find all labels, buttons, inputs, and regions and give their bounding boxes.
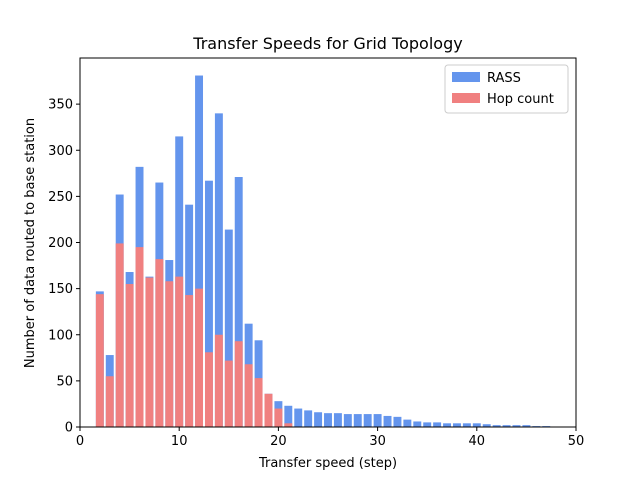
- bar-rass-36: [433, 422, 442, 427]
- bar-rass-37: [443, 423, 452, 427]
- bar-hop-count-13: [204, 352, 213, 427]
- x-tick-label-20: 20: [270, 434, 287, 449]
- bar-rass-12: [195, 75, 204, 427]
- legend-swatch-hop-count: [452, 93, 480, 103]
- bar-hop-count-14: [214, 334, 223, 427]
- x-tick-label-50: 50: [568, 434, 585, 449]
- bar-hop-count-21: [284, 423, 293, 427]
- bar-rass-43: [502, 425, 511, 427]
- bar-rass-34: [413, 421, 422, 427]
- chart-title: Transfer Speeds for Grid Topology: [192, 34, 462, 53]
- y-tick-label-100: 100: [48, 328, 73, 343]
- bar-rass-15: [224, 229, 233, 427]
- bar-hop-count-7: [145, 277, 154, 427]
- series-hop-count-bars: [95, 243, 293, 428]
- bar-hop-count-10: [175, 276, 184, 427]
- bar-rass-44: [512, 425, 521, 427]
- bar-hop-count-19: [264, 393, 273, 427]
- bar-hop-count-18: [254, 378, 263, 427]
- bar-rass-13: [204, 180, 213, 427]
- bar-hop-count-4: [115, 243, 124, 427]
- bar-hop-count-6: [135, 247, 144, 427]
- x-axis-label: Transfer speed (step): [258, 456, 397, 471]
- bar-hop-count-17: [244, 364, 253, 427]
- bar-rass-22: [294, 408, 303, 427]
- y-tick-label-150: 150: [48, 282, 73, 297]
- bar-rass-14: [214, 113, 223, 427]
- bar-hop-count-20: [274, 408, 283, 427]
- bar-rass-31: [383, 415, 392, 427]
- bar-rass-42: [492, 425, 501, 427]
- bar-rass-41: [482, 424, 491, 427]
- x-tick-label-30: 30: [369, 434, 386, 449]
- bar-hop-count-11: [185, 295, 194, 427]
- bar-rass-45: [522, 425, 531, 427]
- legend: RASS Hop count: [444, 64, 569, 114]
- bar-rass-28: [353, 414, 362, 427]
- bar-rass-27: [343, 414, 352, 427]
- bar-rass-35: [423, 422, 432, 427]
- bar-hop-count-3: [105, 376, 114, 427]
- bar-rass-33: [403, 419, 412, 427]
- y-tick-label-50: 50: [56, 374, 73, 389]
- bar-rass-30: [373, 414, 382, 427]
- bar-hop-count-16: [234, 341, 243, 427]
- bar-rass-24: [314, 412, 323, 427]
- legend-label-rass: RASS: [487, 71, 521, 86]
- y-tick-label-350: 350: [48, 98, 73, 113]
- bar-rass-25: [324, 413, 332, 427]
- y-tick-label-250: 250: [48, 190, 73, 205]
- y-tick-label-300: 300: [48, 144, 73, 159]
- y-tick-label-200: 200: [48, 236, 73, 251]
- bar-rass-32: [393, 416, 402, 427]
- bar-rass-23: [304, 410, 313, 427]
- x-axis-ticks: 0 10 20 30 40 50: [76, 427, 584, 449]
- bar-hop-count-8: [155, 259, 164, 427]
- bar-hop-count-5: [125, 284, 134, 427]
- legend-label-hop-count: Hop count: [487, 92, 554, 107]
- y-axis-ticks: 0 50 100 150 200 250 300 350: [48, 98, 80, 436]
- x-tick-label-40: 40: [469, 434, 486, 449]
- bar-rass-16: [234, 177, 243, 427]
- bar-hop-count-15: [224, 360, 233, 427]
- legend-swatch-rass: [452, 72, 480, 82]
- bar-rass-40: [472, 423, 481, 427]
- bar-rass-39: [462, 423, 471, 427]
- y-tick-label-0: 0: [65, 421, 73, 436]
- bar-hop-count-2: [95, 294, 104, 427]
- bar-hop-count-9: [165, 281, 174, 427]
- x-tick-label-10: 10: [171, 434, 188, 449]
- bar-rass-21: [284, 405, 293, 427]
- bar-rass-26: [333, 413, 342, 427]
- y-axis-label: Number of data routed to base station: [23, 118, 38, 368]
- bar-rass-38: [452, 423, 461, 427]
- bar-rass-29: [363, 414, 372, 427]
- x-tick-label-0: 0: [76, 434, 84, 449]
- bar-hop-count-12: [195, 288, 204, 428]
